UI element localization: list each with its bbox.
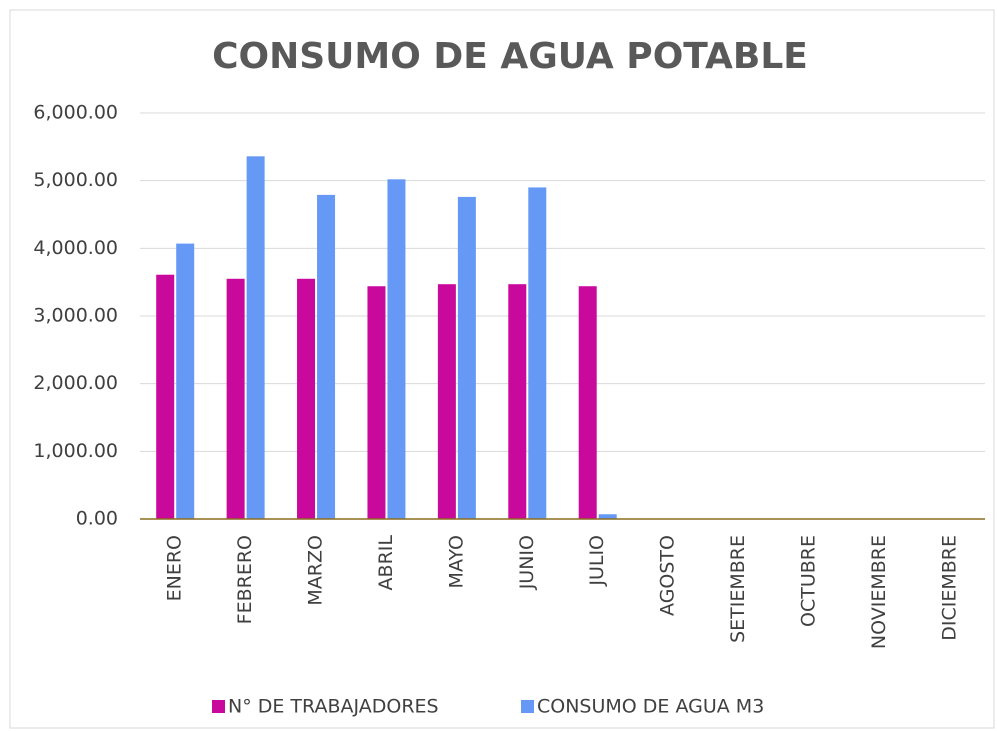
x-tick-label: AGOSTO [657, 535, 679, 616]
bar [598, 514, 617, 519]
bar [317, 194, 336, 520]
x-tick-label: SETIEMBRE [727, 535, 749, 643]
y-tick-label: 6,000.00 [33, 102, 118, 124]
bar [437, 284, 456, 519]
bar [156, 274, 175, 519]
x-tick-label: DICIEMBRE [938, 535, 960, 641]
y-tick-label: 5,000.00 [33, 169, 118, 191]
bar [226, 278, 245, 519]
x-tick-label: ABRIL [375, 535, 397, 591]
bar [176, 243, 195, 519]
x-tick-label: NOVIEMBRE [868, 535, 890, 649]
x-tick-label: JUNIO [516, 535, 538, 590]
bar [297, 278, 316, 519]
y-tick-label: 4,000.00 [33, 237, 118, 259]
x-tick-label: OCTUBRE [797, 535, 819, 627]
bar [387, 179, 406, 519]
bar [457, 196, 476, 519]
x-tick-label: MARZO [305, 535, 327, 606]
chart-title: CONSUMO DE AGUA POTABLE [212, 36, 808, 77]
bar [578, 286, 597, 519]
bar [246, 156, 265, 519]
bar [508, 284, 527, 519]
legend-label: N° DE TRABAJADORES [228, 696, 439, 718]
legend-swatch [521, 700, 534, 713]
y-tick-label: 1,000.00 [33, 440, 118, 462]
x-tick-label: FEBRERO [234, 535, 256, 624]
y-tick-label: 3,000.00 [33, 305, 118, 327]
legend-label: CONSUMO DE AGUA M3 [537, 696, 764, 718]
bar [367, 286, 386, 519]
x-tick-label: ENERO [164, 535, 186, 601]
x-tick-label: JULIO [586, 535, 608, 587]
y-tick-label: 0.00 [76, 508, 118, 530]
y-tick-label: 2,000.00 [33, 372, 118, 394]
bar [528, 187, 547, 519]
x-tick-label: MAYO [445, 535, 467, 588]
legend-swatch [212, 700, 225, 713]
